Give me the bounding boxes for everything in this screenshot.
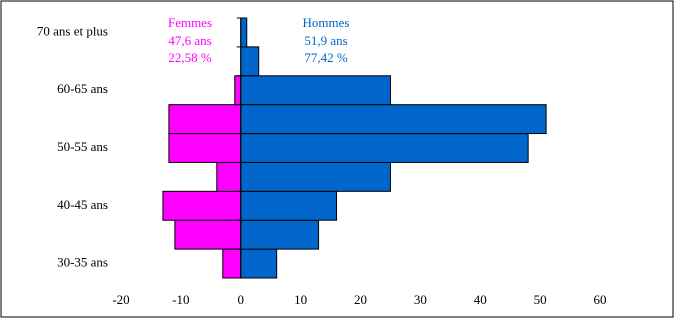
bar xyxy=(216,161,242,192)
annotation: 22,58 % xyxy=(168,50,212,65)
bar xyxy=(240,75,391,106)
bar xyxy=(240,17,248,48)
annotation: 77,42 % xyxy=(304,50,348,65)
bar xyxy=(168,133,242,163)
y-tick-label: 50-55 ans xyxy=(57,139,108,154)
bar xyxy=(162,190,242,221)
annotation: 47,6 ans xyxy=(168,33,211,48)
bar xyxy=(240,133,529,163)
x-tick-label: 40 xyxy=(474,292,487,307)
x-tick-label: 20 xyxy=(354,292,367,307)
series-label: Femmes xyxy=(168,15,212,30)
bar xyxy=(240,46,260,77)
bar xyxy=(240,219,320,250)
bar xyxy=(168,104,242,135)
bar xyxy=(234,75,242,106)
bar xyxy=(174,219,242,250)
y-tick-label: 30-35 ans xyxy=(57,255,108,270)
series-label: Hommes xyxy=(303,15,350,30)
bar xyxy=(240,104,547,135)
annotation: 51,9 ans xyxy=(304,33,347,48)
x-tick-label: 60 xyxy=(594,292,607,307)
x-tick-label: 50 xyxy=(534,292,547,307)
bar xyxy=(222,248,242,279)
y-tick-label: 70 ans et plus xyxy=(37,23,108,38)
x-tick-label: 10 xyxy=(294,292,307,307)
y-tick-label: 60-65 ans xyxy=(57,81,108,96)
bar xyxy=(240,161,391,192)
bar xyxy=(240,190,338,221)
x-tick-label: -20 xyxy=(112,292,129,307)
bar xyxy=(240,248,278,279)
x-tick-label: -10 xyxy=(172,292,189,307)
x-tick-label: 0 xyxy=(238,292,245,307)
x-tick-label: 30 xyxy=(414,292,427,307)
y-tick-label: 40-45 ans xyxy=(57,197,108,212)
